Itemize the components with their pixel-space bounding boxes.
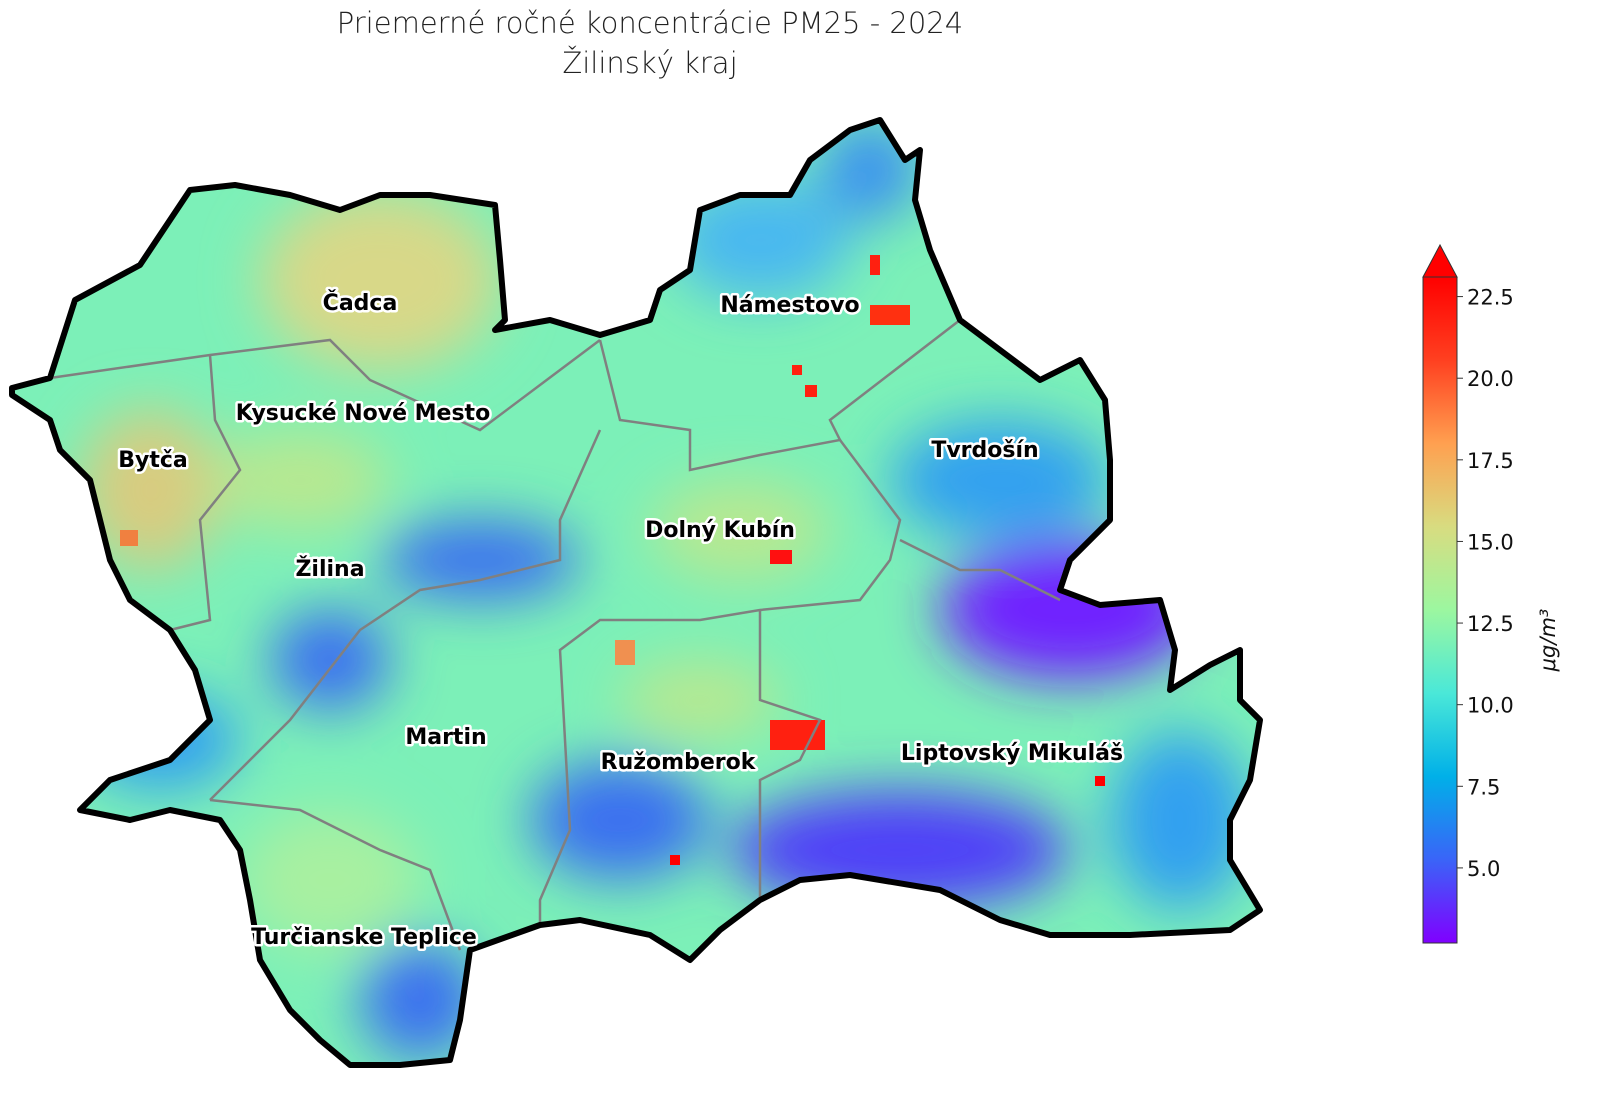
district-boundaries bbox=[49, 319, 1061, 951]
colorbar: 5.0 7.5 10.0 12.5 15.0 17.5 20.0 22.5 μg/m³ bbox=[1422, 243, 1560, 944]
colorbar-tick-label: 5.0 bbox=[1467, 857, 1500, 881]
district-label: Turčianske Teplice bbox=[251, 925, 477, 950]
district-label: Tvrdošín bbox=[931, 438, 1038, 463]
district-label: Žilina bbox=[295, 556, 364, 582]
district-label: Kysucké Nové Mesto bbox=[236, 401, 490, 426]
colorbar-label: μg/m³ bbox=[1536, 609, 1560, 673]
district-label: Liptovský Mikuláš bbox=[901, 741, 1123, 766]
colorbar-extend-arrow bbox=[1422, 243, 1458, 278]
pm25-map: Čadca Námestovo Kysucké Nové Mesto Bytča… bbox=[0, 0, 1320, 1105]
colorbar-tick-label: 17.5 bbox=[1467, 449, 1514, 473]
district-label: Čadca bbox=[323, 290, 398, 316]
concentration-field bbox=[12, 120, 1260, 1065]
map-subtitle: Žilinský kraj bbox=[562, 46, 738, 80]
colorbar-tick-label: 20.0 bbox=[1467, 367, 1514, 391]
district-label: Martin bbox=[405, 725, 486, 750]
colorbar-gradient bbox=[1422, 276, 1458, 944]
colorbar-tick-label: 12.5 bbox=[1467, 612, 1514, 636]
district-label: Dolný Kubín bbox=[645, 518, 795, 543]
district-label: Bytča bbox=[118, 448, 188, 473]
district-label: Námestovo bbox=[720, 293, 859, 318]
colorbar-tick-label: 7.5 bbox=[1467, 775, 1500, 799]
district-label: Ružomberok bbox=[601, 750, 757, 775]
hotspots bbox=[120, 255, 1105, 865]
colorbar-tick-label: 22.5 bbox=[1467, 286, 1514, 310]
colorbar-tick-label: 15.0 bbox=[1467, 530, 1514, 554]
map-title: Priemerné ročné koncentrácie PM25 - 2024 bbox=[336, 6, 964, 40]
colorbar-tick-label: 10.0 bbox=[1467, 694, 1514, 718]
district-labels: Čadca Námestovo Kysucké Nové Mesto Bytča… bbox=[116, 288, 1126, 953]
